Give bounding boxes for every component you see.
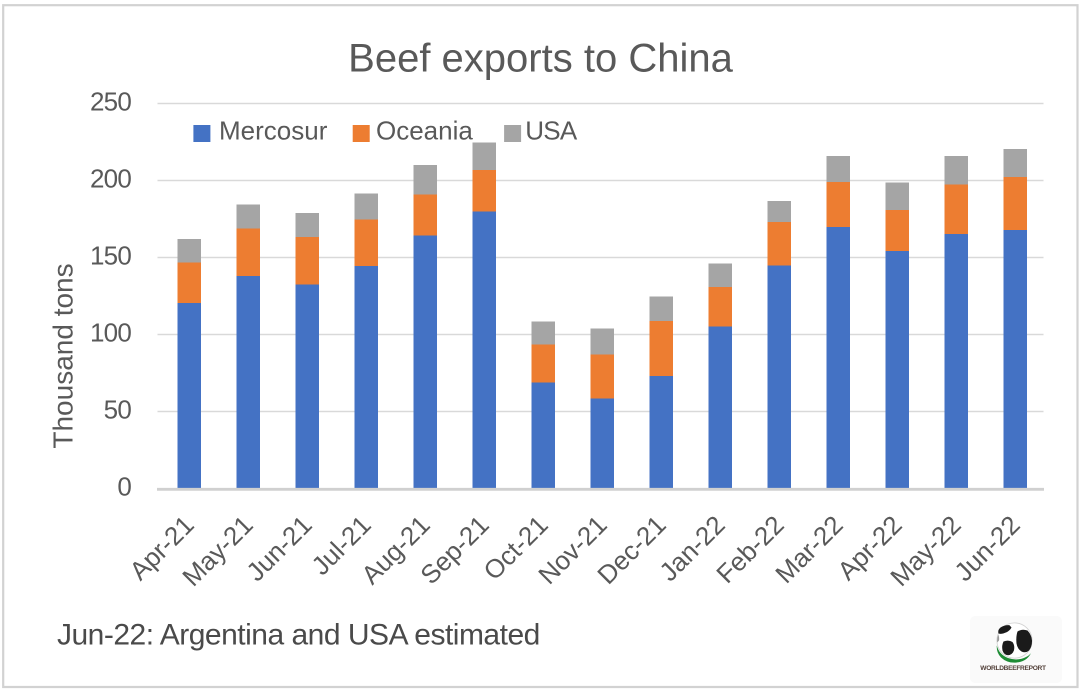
svg-text:Thousand tons: Thousand tons [48, 263, 79, 448]
svg-text:100: 100 [90, 318, 131, 348]
svg-text:WORLDBEEFREPORT: WORLDBEEFREPORT [980, 665, 1046, 672]
svg-text:Beef exports to China: Beef exports to China [348, 37, 733, 81]
svg-text:Mercosur: Mercosur [219, 116, 328, 146]
svg-text:0: 0 [117, 472, 131, 502]
svg-text:Oceania: Oceania [376, 116, 473, 146]
svg-text:Jun-22: Argentina and USA esti: Jun-22: Argentina and USA estimated [57, 619, 540, 652]
svg-text:150: 150 [90, 241, 131, 271]
svg-text:250: 250 [90, 87, 131, 117]
svg-text:200: 200 [90, 164, 131, 194]
svg-text:50: 50 [104, 395, 132, 425]
svg-text:USA: USA [525, 116, 578, 146]
